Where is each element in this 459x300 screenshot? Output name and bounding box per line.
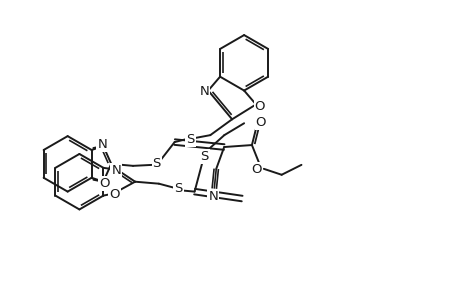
Text: S: S xyxy=(200,150,208,164)
Text: S: S xyxy=(152,158,161,170)
Text: O: O xyxy=(251,163,262,176)
Text: O: O xyxy=(99,177,109,190)
Text: N: N xyxy=(199,85,209,98)
Text: S: S xyxy=(186,133,194,146)
Text: O: O xyxy=(255,116,265,129)
Text: S: S xyxy=(174,182,183,195)
Text: O: O xyxy=(109,188,119,201)
Text: N: N xyxy=(208,190,218,203)
Text: N: N xyxy=(111,164,121,177)
Text: O: O xyxy=(254,100,265,113)
Text: N: N xyxy=(97,138,107,151)
